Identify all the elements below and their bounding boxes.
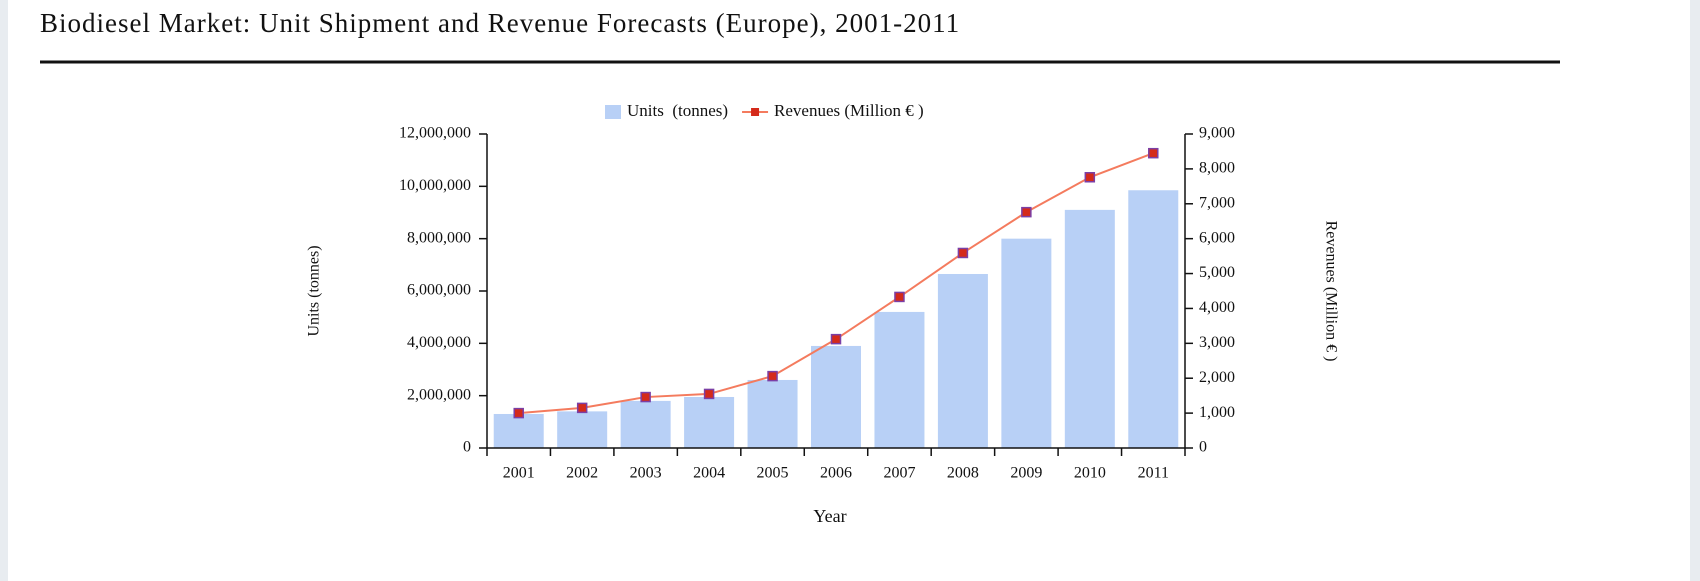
legend-label: Revenues (Million € ): [774, 101, 924, 120]
bar: [1064, 209, 1115, 448]
legend-marker: [751, 108, 760, 116]
bar: [747, 379, 798, 448]
y2-tick-label: 5,000: [1199, 264, 1235, 281]
marker: [767, 370, 778, 382]
y2-tick-label: 3,000: [1199, 334, 1235, 351]
y2-tick-label: 1,000: [1199, 404, 1235, 421]
x-tick-label: 2002: [566, 465, 598, 482]
marker: [1148, 147, 1159, 159]
x-tick-label: 2007: [883, 465, 915, 482]
marker: [1084, 172, 1096, 183]
marker: [576, 402, 588, 414]
y-tick-label: 6,000,000: [407, 282, 471, 299]
y2-tick-label: 6,000: [1199, 229, 1235, 246]
y-tick-label: 10,000,000: [399, 177, 471, 194]
y-tick-label: 0: [463, 439, 471, 456]
page-title: Biodiesel Market: Unit Shipment and Reve…: [40, 8, 960, 38]
frame-right: [1690, 0, 1700, 581]
x-tick-label: 2009: [1010, 465, 1042, 482]
bar: [684, 396, 735, 448]
y-tick-label: 8,000,000: [407, 229, 471, 246]
legend-label: Units (tonnes): [627, 101, 728, 120]
bar: [1128, 190, 1179, 448]
x-tick-label: 2004: [693, 465, 725, 482]
x-axis-title: Year: [813, 506, 846, 526]
x-tick-label: 2005: [757, 465, 789, 482]
y2-tick-label: 4,000: [1199, 299, 1235, 316]
bar: [1001, 238, 1052, 448]
y2-tick-label: 8,000: [1199, 160, 1235, 177]
frame-left: [0, 0, 8, 581]
marker: [894, 291, 905, 303]
y-tick-label: 4,000,000: [407, 334, 471, 351]
x-tick-label: 2011: [1138, 465, 1169, 482]
y-tick-label: 12,000,000: [399, 125, 471, 142]
bar: [874, 311, 925, 448]
marker: [640, 391, 651, 403]
marker: [513, 407, 524, 419]
marker: [957, 247, 969, 259]
marker: [703, 388, 715, 400]
x-tick-label: 2001: [503, 465, 535, 482]
x-tick-label: 2010: [1074, 465, 1106, 482]
x-tick-label: 2008: [947, 465, 979, 482]
bar: [493, 413, 544, 448]
marker: [1021, 206, 1032, 218]
bar: [811, 345, 861, 448]
bar: [937, 273, 988, 448]
y-tick-label: 2,000,000: [407, 386, 471, 403]
y-axis-title: Units (tonnes): [306, 245, 323, 336]
y2-tick-label: 9,000: [1199, 125, 1235, 142]
x-tick-label: 2003: [630, 465, 662, 482]
x-tick-label: 2006: [820, 465, 852, 482]
bar: [620, 400, 671, 448]
bar: [557, 411, 608, 448]
y2-axis-title: Revenues (Million € ): [1322, 221, 1339, 362]
y2-tick-label: 7,000: [1199, 194, 1235, 211]
y2-tick-label: 2,000: [1199, 369, 1235, 386]
legend-swatch: [605, 105, 621, 119]
marker: [830, 333, 842, 345]
y2-tick-label: 0: [1199, 439, 1207, 456]
